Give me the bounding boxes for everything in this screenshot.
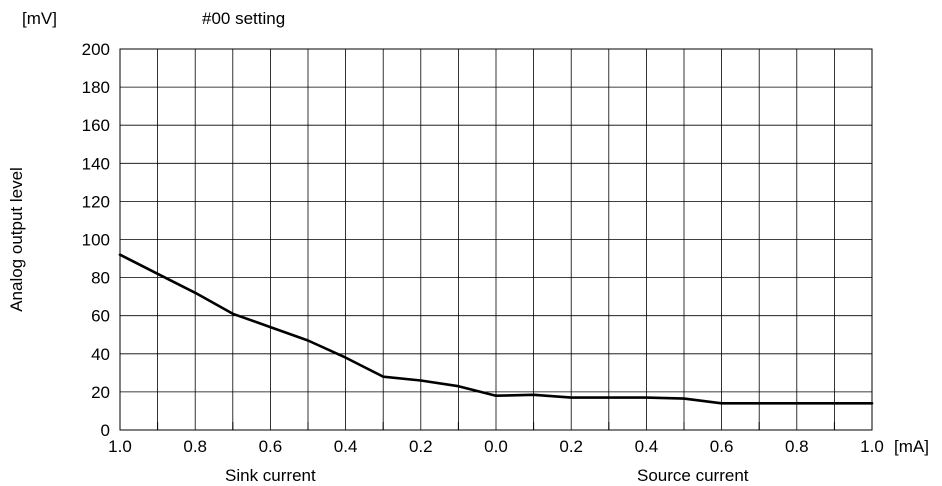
y-tick-label: 60 [91, 307, 110, 326]
sink-current-label: Sink current [225, 466, 316, 485]
y-tick-label: 20 [91, 383, 110, 402]
x-tick-label: 0.4 [334, 437, 358, 456]
y-unit-label: [mV] [22, 9, 57, 28]
source-current-label: Source current [637, 466, 749, 485]
series-layer [118, 253, 874, 405]
y-tick-label: 140 [82, 154, 110, 173]
x-tick-label: 0.6 [710, 437, 734, 456]
x-tick-label: 0.0 [484, 437, 508, 456]
x-tick-label: 0.2 [559, 437, 583, 456]
x-tick-label: 0.2 [409, 437, 433, 456]
y-tick-label: 100 [82, 231, 110, 250]
y-tick-label: 0 [101, 421, 110, 440]
x-tick-label: 0.8 [785, 437, 809, 456]
series-line [118, 253, 874, 405]
plot-frame [119, 48, 873, 431]
y-tick-label: 160 [82, 116, 110, 135]
x-tick-label: 0.6 [259, 437, 283, 456]
chart-title: #00 setting [202, 9, 285, 28]
x-tick-label: 0.4 [635, 437, 659, 456]
y-tick-label: 80 [91, 269, 110, 288]
x-tick-label: 0.8 [183, 437, 207, 456]
y-tick-label: 120 [82, 192, 110, 211]
x-tick-label: 1.0 [860, 437, 884, 456]
x-tick-labels: 1.0 0.8 0.6 0.4 0.2 0.0 0.2 0.4 0.6 0.8 1.0 [108, 437, 884, 456]
x-tick-label: 1.0 [108, 437, 132, 456]
minor-tick-marks [157, 422, 835, 430]
major-grid [120, 49, 872, 430]
y-tick-label: 180 [82, 78, 110, 97]
y-tick-labels: 0 20 40 60 80 100 120 140 160 180 200 [82, 40, 110, 440]
y-tick-label: 40 [91, 345, 110, 364]
x-unit-label: [mA] [894, 437, 929, 456]
y-axis-label: Analog output level [7, 167, 26, 312]
y-tick-label: 200 [82, 40, 110, 59]
